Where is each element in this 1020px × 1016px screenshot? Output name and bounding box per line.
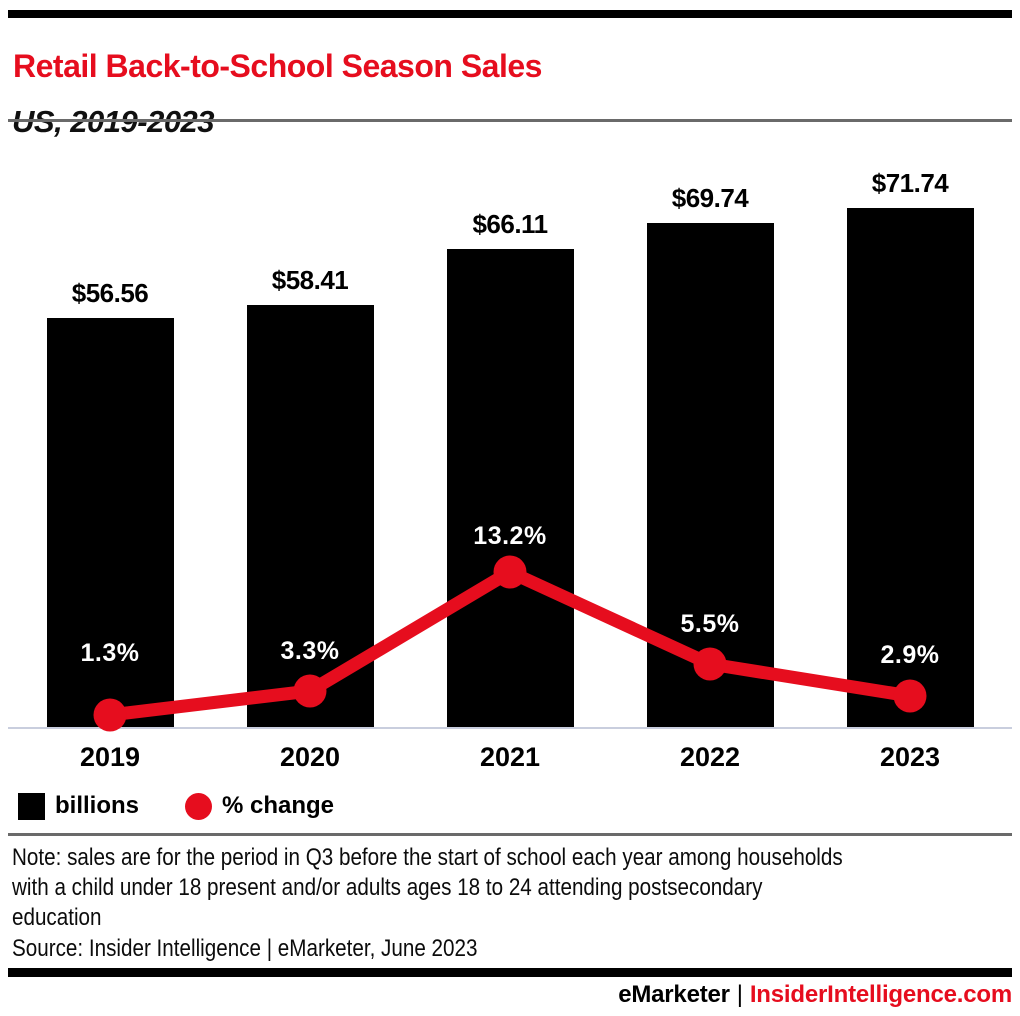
legend-item-billions: billions [18,792,139,820]
legend-label-billions: billions [55,792,139,819]
pct-change-label-2020: 3.3% [280,637,340,665]
brand-footer: eMarketer | InsiderIntelligence.com [618,981,1012,1009]
pct-change-point-2020 [293,674,327,708]
bar-swatch-icon [18,792,45,820]
brand-separator: | [736,981,743,1008]
bar-2021 [446,249,574,727]
header-divider [8,119,1012,122]
pct-change-point-2023 [893,679,927,713]
bar-2020 [246,305,374,727]
x-tick-label-2023: 2023 [879,742,941,772]
page-title: Retail Back-to-School Season Sales [13,48,542,85]
x-tick-label-2021: 2021 [479,742,541,772]
legend-divider [8,833,1012,836]
brand-emarketer: eMarketer [618,981,730,1008]
x-axis-line [8,727,1012,729]
bar-value-label-2020: $58.41 [271,265,349,295]
bar-value-label-2023: $71.74 [871,168,949,198]
pct-change-point-2021 [493,555,527,589]
bar-2019 [46,318,174,727]
pct-change-point-2019 [93,698,127,732]
bar-value-label-2022: $69.74 [671,183,749,213]
legend-item-pct-change: % change [185,792,334,820]
legend-label-pct-change: % change [222,792,335,819]
bar-2023 [846,208,974,727]
pct-change-label-2019: 1.3% [80,639,140,667]
top-accent-bar [8,10,1012,18]
pct-change-line-layer [93,555,927,732]
footnotes: Note: sales are for the period in Q3 bef… [12,843,1018,964]
x-tick-label-2020: 2020 [279,742,341,772]
pct-change-label-2021: 13.2% [473,522,547,550]
bar-value-label-2021: $66.11 [472,209,548,239]
note-text: Note: sales are for the period in Q3 bef… [12,844,843,931]
x-tick-label-2022: 2022 [679,742,741,772]
chart-area: $56.56 2019 1.3% $58.41 2020 3.3% $66.11 2021 13… [8,168,1012,772]
pct-change-label-2023: 2.9% [880,641,940,669]
bar-value-label-2019: $56.56 [71,278,149,308]
line-swatch-icon [185,792,212,820]
footer-accent-bar [8,968,1012,977]
source-text: Source: Insider Intelligence | eMarketer… [12,935,478,962]
pct-change-label-2022: 5.5% [680,610,740,638]
brand-insider-intelligence-url: InsiderIntelligence.com [749,981,1012,1008]
pct-change-point-2022 [693,647,727,681]
x-tick-label-2019: 2019 [79,742,141,772]
